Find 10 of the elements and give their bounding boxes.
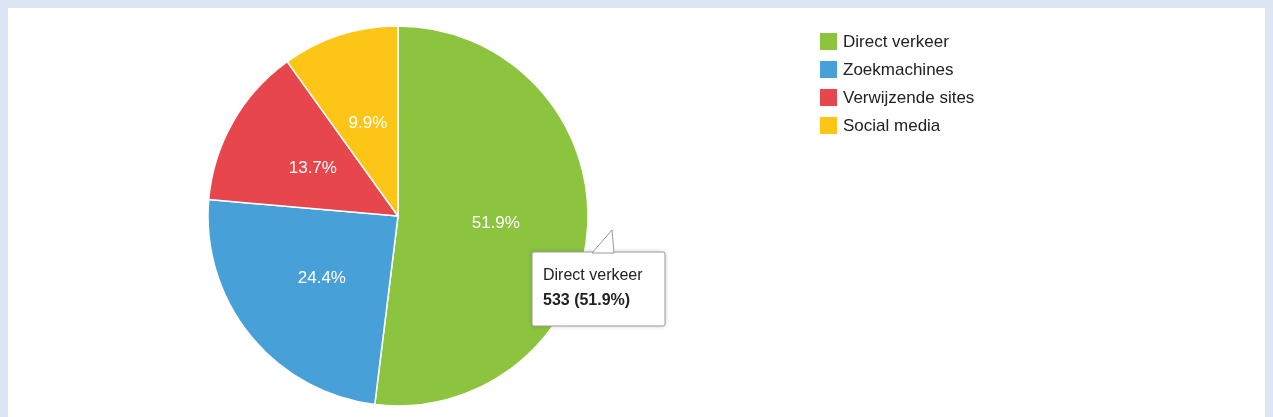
legend-label: Zoekmachines <box>843 60 954 79</box>
data-label: 13.7% <box>288 158 337 178</box>
text: 533 (51.9%) <box>543 290 631 308</box>
data-label: 9.9% <box>348 113 388 133</box>
data-label: 24.4% <box>297 268 346 288</box>
data-label: 51.9% <box>471 212 520 232</box>
legend-label: Verwijzende sites <box>843 88 975 107</box>
legend-label: Direct verkeer <box>843 32 950 51</box>
text: Direct verkeer <box>543 265 644 283</box>
legend-label: Social media <box>843 116 941 135</box>
